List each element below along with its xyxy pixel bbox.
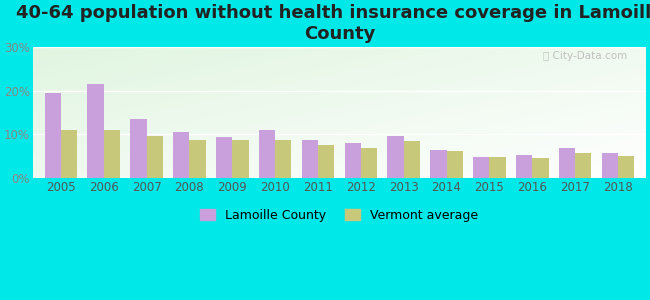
Bar — [361, 148, 377, 178]
Bar — [575, 153, 592, 178]
Bar — [189, 140, 205, 178]
Bar — [489, 157, 506, 178]
Bar — [447, 152, 463, 178]
Title: 40-64 population without health insurance coverage in Lamoille
County: 40-64 population without health insuranc… — [16, 4, 650, 43]
Bar — [618, 156, 634, 178]
Bar — [516, 155, 532, 178]
Bar — [146, 136, 162, 178]
Bar — [103, 130, 120, 178]
Bar — [559, 148, 575, 178]
Bar — [473, 157, 489, 178]
Bar — [387, 136, 404, 178]
Bar — [87, 84, 103, 178]
Bar — [318, 146, 334, 178]
Bar — [259, 130, 275, 178]
Bar — [173, 132, 189, 178]
Bar — [232, 140, 248, 178]
Bar — [532, 158, 549, 178]
Bar — [275, 140, 291, 178]
Bar — [130, 119, 146, 178]
Bar — [344, 143, 361, 178]
Bar — [44, 93, 61, 178]
Bar — [404, 141, 420, 178]
Legend: Lamoille County, Vermont average: Lamoille County, Vermont average — [196, 204, 484, 227]
Bar — [216, 137, 232, 178]
Bar — [302, 140, 318, 178]
Bar — [602, 153, 618, 178]
Bar — [61, 130, 77, 178]
Text: ⓘ City-Data.com: ⓘ City-Data.com — [543, 51, 627, 61]
Bar — [430, 150, 447, 178]
